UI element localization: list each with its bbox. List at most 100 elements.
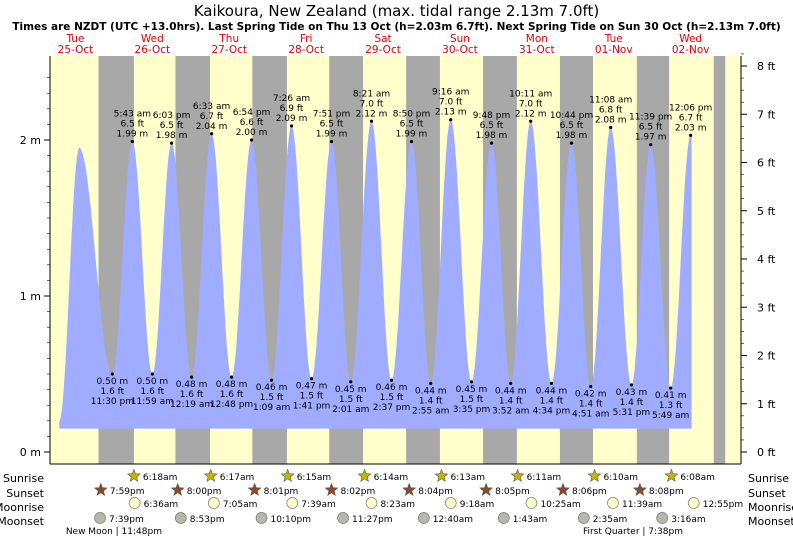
high-tide-height-m: 2.00 m bbox=[236, 128, 268, 138]
moonset-time: 7:39pm bbox=[109, 515, 144, 525]
moonset-icon bbox=[417, 512, 430, 524]
low-tide-time: 1:09 am bbox=[253, 403, 290, 413]
moonrise-icon bbox=[525, 497, 538, 509]
sunrise-time: 6:13am bbox=[450, 473, 485, 483]
day-date: 28-Oct bbox=[288, 44, 324, 56]
sunrise-time: 6:17am bbox=[220, 473, 255, 483]
high-tide-height-ft: 6.9 ft bbox=[280, 104, 304, 114]
high-tide-height-m: 2.08 m bbox=[595, 116, 627, 126]
sunset-icon bbox=[402, 482, 417, 496]
high-tide-dot bbox=[569, 141, 574, 145]
low-tide-height-m: 0.46 m bbox=[256, 383, 288, 393]
low-tide-height-m: 0.50 m bbox=[137, 377, 169, 387]
low-tide-dot bbox=[589, 384, 593, 389]
right-tick-label: 6 ft bbox=[757, 157, 776, 170]
low-tide-height-ft: 1.6 ft bbox=[180, 390, 204, 400]
moonrise-time: 11:39am bbox=[622, 500, 662, 510]
day-name: Mon bbox=[526, 33, 548, 45]
moonrise-icon bbox=[444, 497, 457, 509]
right-tick-label: 3 ft bbox=[757, 301, 776, 314]
high-tide-dot bbox=[130, 139, 134, 144]
high-tide-height-ft: 6.5 ft bbox=[480, 121, 504, 131]
sunrise-icon bbox=[664, 468, 679, 482]
high-tide-dot bbox=[489, 141, 494, 145]
high-tide-height-m: 1.98 m bbox=[476, 131, 508, 141]
low-tide-time: 5:49 am bbox=[652, 411, 689, 421]
low-tide-time: 3:35 pm bbox=[453, 405, 491, 415]
sunset-icon bbox=[324, 482, 339, 496]
high-tide-height-m: 1.99 m bbox=[117, 130, 149, 140]
sunset-row-label-left: Sunset bbox=[6, 487, 44, 500]
moonrise-icon bbox=[128, 497, 141, 509]
high-tide-height-m: 1.99 m bbox=[396, 130, 428, 140]
high-tide-height-m: 2.12 m bbox=[356, 109, 388, 119]
moonrise-time: 10:25am bbox=[540, 500, 580, 510]
high-tide-height-m: 2.09 m bbox=[276, 114, 308, 124]
sunrise-icon bbox=[434, 468, 449, 482]
high-tide-height-ft: 6.5 ft bbox=[639, 123, 663, 133]
moonrise-time: 7:05am bbox=[223, 500, 258, 510]
low-tide-time: 2:37 pm bbox=[373, 403, 411, 413]
day-name: Tue bbox=[65, 33, 84, 45]
low-tide-height-ft: 1.5 ft bbox=[260, 393, 284, 403]
low-tide-time: 2:55 am bbox=[412, 406, 449, 416]
moonrise-icon bbox=[687, 497, 700, 509]
low-tide-time: 12:19 am bbox=[170, 400, 213, 410]
high-tide-height-m: 2.04 m bbox=[196, 122, 228, 132]
high-tide-height-ft: 7.0 ft bbox=[439, 98, 463, 108]
high-tide-dot bbox=[209, 132, 214, 136]
low-tide-height-m: 0.44 m bbox=[536, 386, 568, 396]
high-tide-height-m: 1.99 m bbox=[316, 130, 348, 140]
sunrise-icon bbox=[510, 468, 525, 482]
day-name: Fri bbox=[300, 33, 313, 45]
tide-curve bbox=[59, 119, 692, 429]
sunrise-time: 6:11am bbox=[527, 473, 562, 483]
moonset-time: 3:16am bbox=[671, 515, 706, 525]
right-tick-label: 7 ft bbox=[757, 108, 776, 121]
low-tide-height-ft: 1.5 ft bbox=[300, 392, 324, 402]
high-tide-dot bbox=[169, 141, 174, 145]
sunset-icon bbox=[247, 482, 262, 496]
moonrise-time: 12:55pm bbox=[703, 500, 743, 510]
tide-area bbox=[59, 119, 692, 429]
moonrise-time: 6:36am bbox=[144, 500, 179, 510]
sunset-time: 8:00pm bbox=[187, 487, 222, 497]
moonrise-time: 9:18am bbox=[460, 500, 495, 510]
low-tide-height-m: 0.44 m bbox=[495, 386, 527, 396]
low-tide-time: 1:41 pm bbox=[293, 402, 331, 412]
high-tide-dot bbox=[369, 119, 374, 123]
sunrise-time: 6:14am bbox=[374, 473, 409, 483]
high-tide-dot bbox=[289, 124, 294, 128]
low-tide-time: 11:30 pm bbox=[91, 397, 134, 407]
sunset-time: 8:04pm bbox=[418, 487, 453, 497]
moonrise-icon bbox=[208, 497, 220, 509]
high-tide-time: 6:03 pm bbox=[153, 111, 191, 121]
high-tide-height-ft: 6.5 ft bbox=[320, 120, 344, 130]
low-tide-dot bbox=[669, 386, 673, 390]
low-tide-time: 5:31 pm bbox=[613, 408, 651, 418]
sunset-time: 8:08pm bbox=[649, 487, 684, 497]
right-tick-label: 4 ft bbox=[757, 253, 776, 266]
high-tide-time: 6:33 am bbox=[193, 102, 230, 112]
sunset-icon bbox=[170, 482, 185, 496]
high-tide-height-m: 1.98 m bbox=[156, 131, 188, 141]
sunrise-time: 6:18am bbox=[143, 473, 178, 483]
sunset-time: 7:59pm bbox=[110, 487, 145, 497]
low-tide-height-m: 0.45 m bbox=[335, 385, 367, 395]
sunrise-icon bbox=[587, 468, 602, 482]
low-tide-dot bbox=[509, 381, 513, 385]
low-tide-dot bbox=[389, 378, 394, 382]
sunset-time: 8:06pm bbox=[572, 487, 607, 497]
moonrise-row-label-left: Moonrise bbox=[0, 501, 44, 514]
right-tick-label: 0 ft bbox=[757, 446, 776, 459]
sunrise-icon bbox=[203, 468, 218, 482]
low-tide-time: 4:34 pm bbox=[533, 406, 571, 416]
high-tide-time: 9:16 am bbox=[432, 88, 469, 98]
axes: 0 m 1 m 2 m 0 ft 1 ft 2 ft 3 ft 4 ft 5 ft 6 ft 7 f… bbox=[20, 53, 776, 465]
day-name: Thu bbox=[218, 33, 239, 45]
moonset-icon bbox=[497, 512, 510, 524]
low-tide-dot bbox=[309, 377, 314, 381]
low-tide-time: 11:59 am bbox=[131, 397, 174, 407]
left-tick-label: 1 m bbox=[20, 290, 41, 303]
